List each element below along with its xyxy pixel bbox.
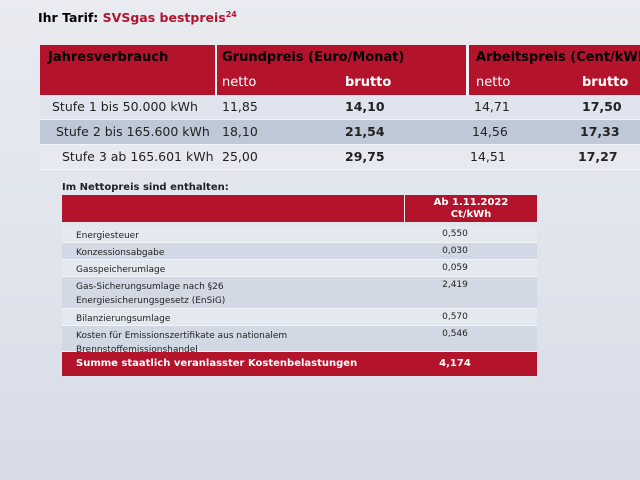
table-row bbox=[62, 226, 537, 243]
table-row bbox=[62, 326, 537, 352]
table-row bbox=[62, 277, 537, 309]
table-row bbox=[62, 243, 537, 260]
caption: Im Nettopreis sind enthalten: bbox=[62, 182, 229, 193]
price: 17,27 bbox=[578, 149, 618, 164]
price: 14,10 bbox=[345, 99, 385, 114]
price: 14,51 bbox=[470, 149, 506, 164]
column-header: Ct/kWh bbox=[450, 209, 492, 220]
footnote: 24 bbox=[225, 10, 237, 19]
levy-value: 0,546 bbox=[442, 329, 468, 339]
title-prefix: Ihr Tarif: bbox=[38, 10, 99, 26]
price: 25,00 bbox=[222, 149, 258, 164]
price: 11,85 bbox=[222, 99, 258, 114]
table-row bbox=[40, 145, 640, 170]
table-row bbox=[40, 95, 640, 120]
table-row bbox=[62, 309, 537, 326]
row-label: Stufe 1 bis 50.000 kWh bbox=[52, 99, 198, 114]
header-band bbox=[62, 195, 537, 222]
total-label: Summe staatlich veranlasster Kostenbelas… bbox=[76, 358, 358, 369]
sub-header: netto bbox=[222, 75, 257, 90]
price: 17,33 bbox=[580, 124, 620, 139]
column-header: Grundpreis (Euro/Monat) bbox=[222, 50, 405, 65]
price: 17,50 bbox=[582, 99, 622, 114]
levy-label: Gasspeicherumlage bbox=[76, 265, 166, 275]
sub-header: netto bbox=[476, 75, 511, 90]
table-row bbox=[40, 120, 640, 145]
row-label: Stufe 3 ab 165.601 kWh bbox=[62, 149, 214, 164]
total-band bbox=[62, 352, 537, 376]
levy-value: 0,030 bbox=[442, 246, 468, 256]
levy-label: Konzessionsabgabe bbox=[76, 248, 165, 258]
brand: SVSgas bestpreis bbox=[102, 10, 226, 26]
levy-value: 0,059 bbox=[442, 263, 468, 273]
price: 14,56 bbox=[472, 124, 508, 139]
price: 21,54 bbox=[345, 124, 385, 139]
levy-value: 0,550 bbox=[442, 229, 468, 239]
column-header: Arbeitspreis (Cent/kWh) bbox=[476, 50, 640, 65]
levy-label: Energiesteuer bbox=[76, 231, 139, 241]
total-value: 4,174 bbox=[439, 358, 471, 369]
column-header: Jahresverbrauch bbox=[48, 50, 169, 65]
levy-value: 0,570 bbox=[442, 312, 468, 322]
levy-label: Kosten für Emissionszertifikate aus nati… bbox=[76, 331, 288, 355]
table-row bbox=[62, 260, 537, 277]
sub-header: brutto bbox=[582, 75, 629, 90]
header-divider bbox=[404, 195, 405, 222]
sub-header: brutto bbox=[345, 75, 392, 90]
levy-value: 2,419 bbox=[442, 280, 468, 290]
price: 18,10 bbox=[222, 124, 258, 139]
tariff-title: Ihr Tarif: SVSgas bestpreis24 bbox=[38, 10, 237, 25]
price: 29,75 bbox=[345, 149, 385, 164]
header-band bbox=[40, 45, 640, 95]
row-label: Stufe 2 bis 165.600 kWh bbox=[56, 124, 210, 139]
price: 14,71 bbox=[474, 99, 510, 114]
levy-label: Gas-Sicherungsumlage nach §26 Energiesic… bbox=[76, 282, 226, 306]
column-header: Ab 1.11.2022 bbox=[433, 197, 509, 208]
levy-label: Bilanzierungsumlage bbox=[76, 314, 171, 324]
